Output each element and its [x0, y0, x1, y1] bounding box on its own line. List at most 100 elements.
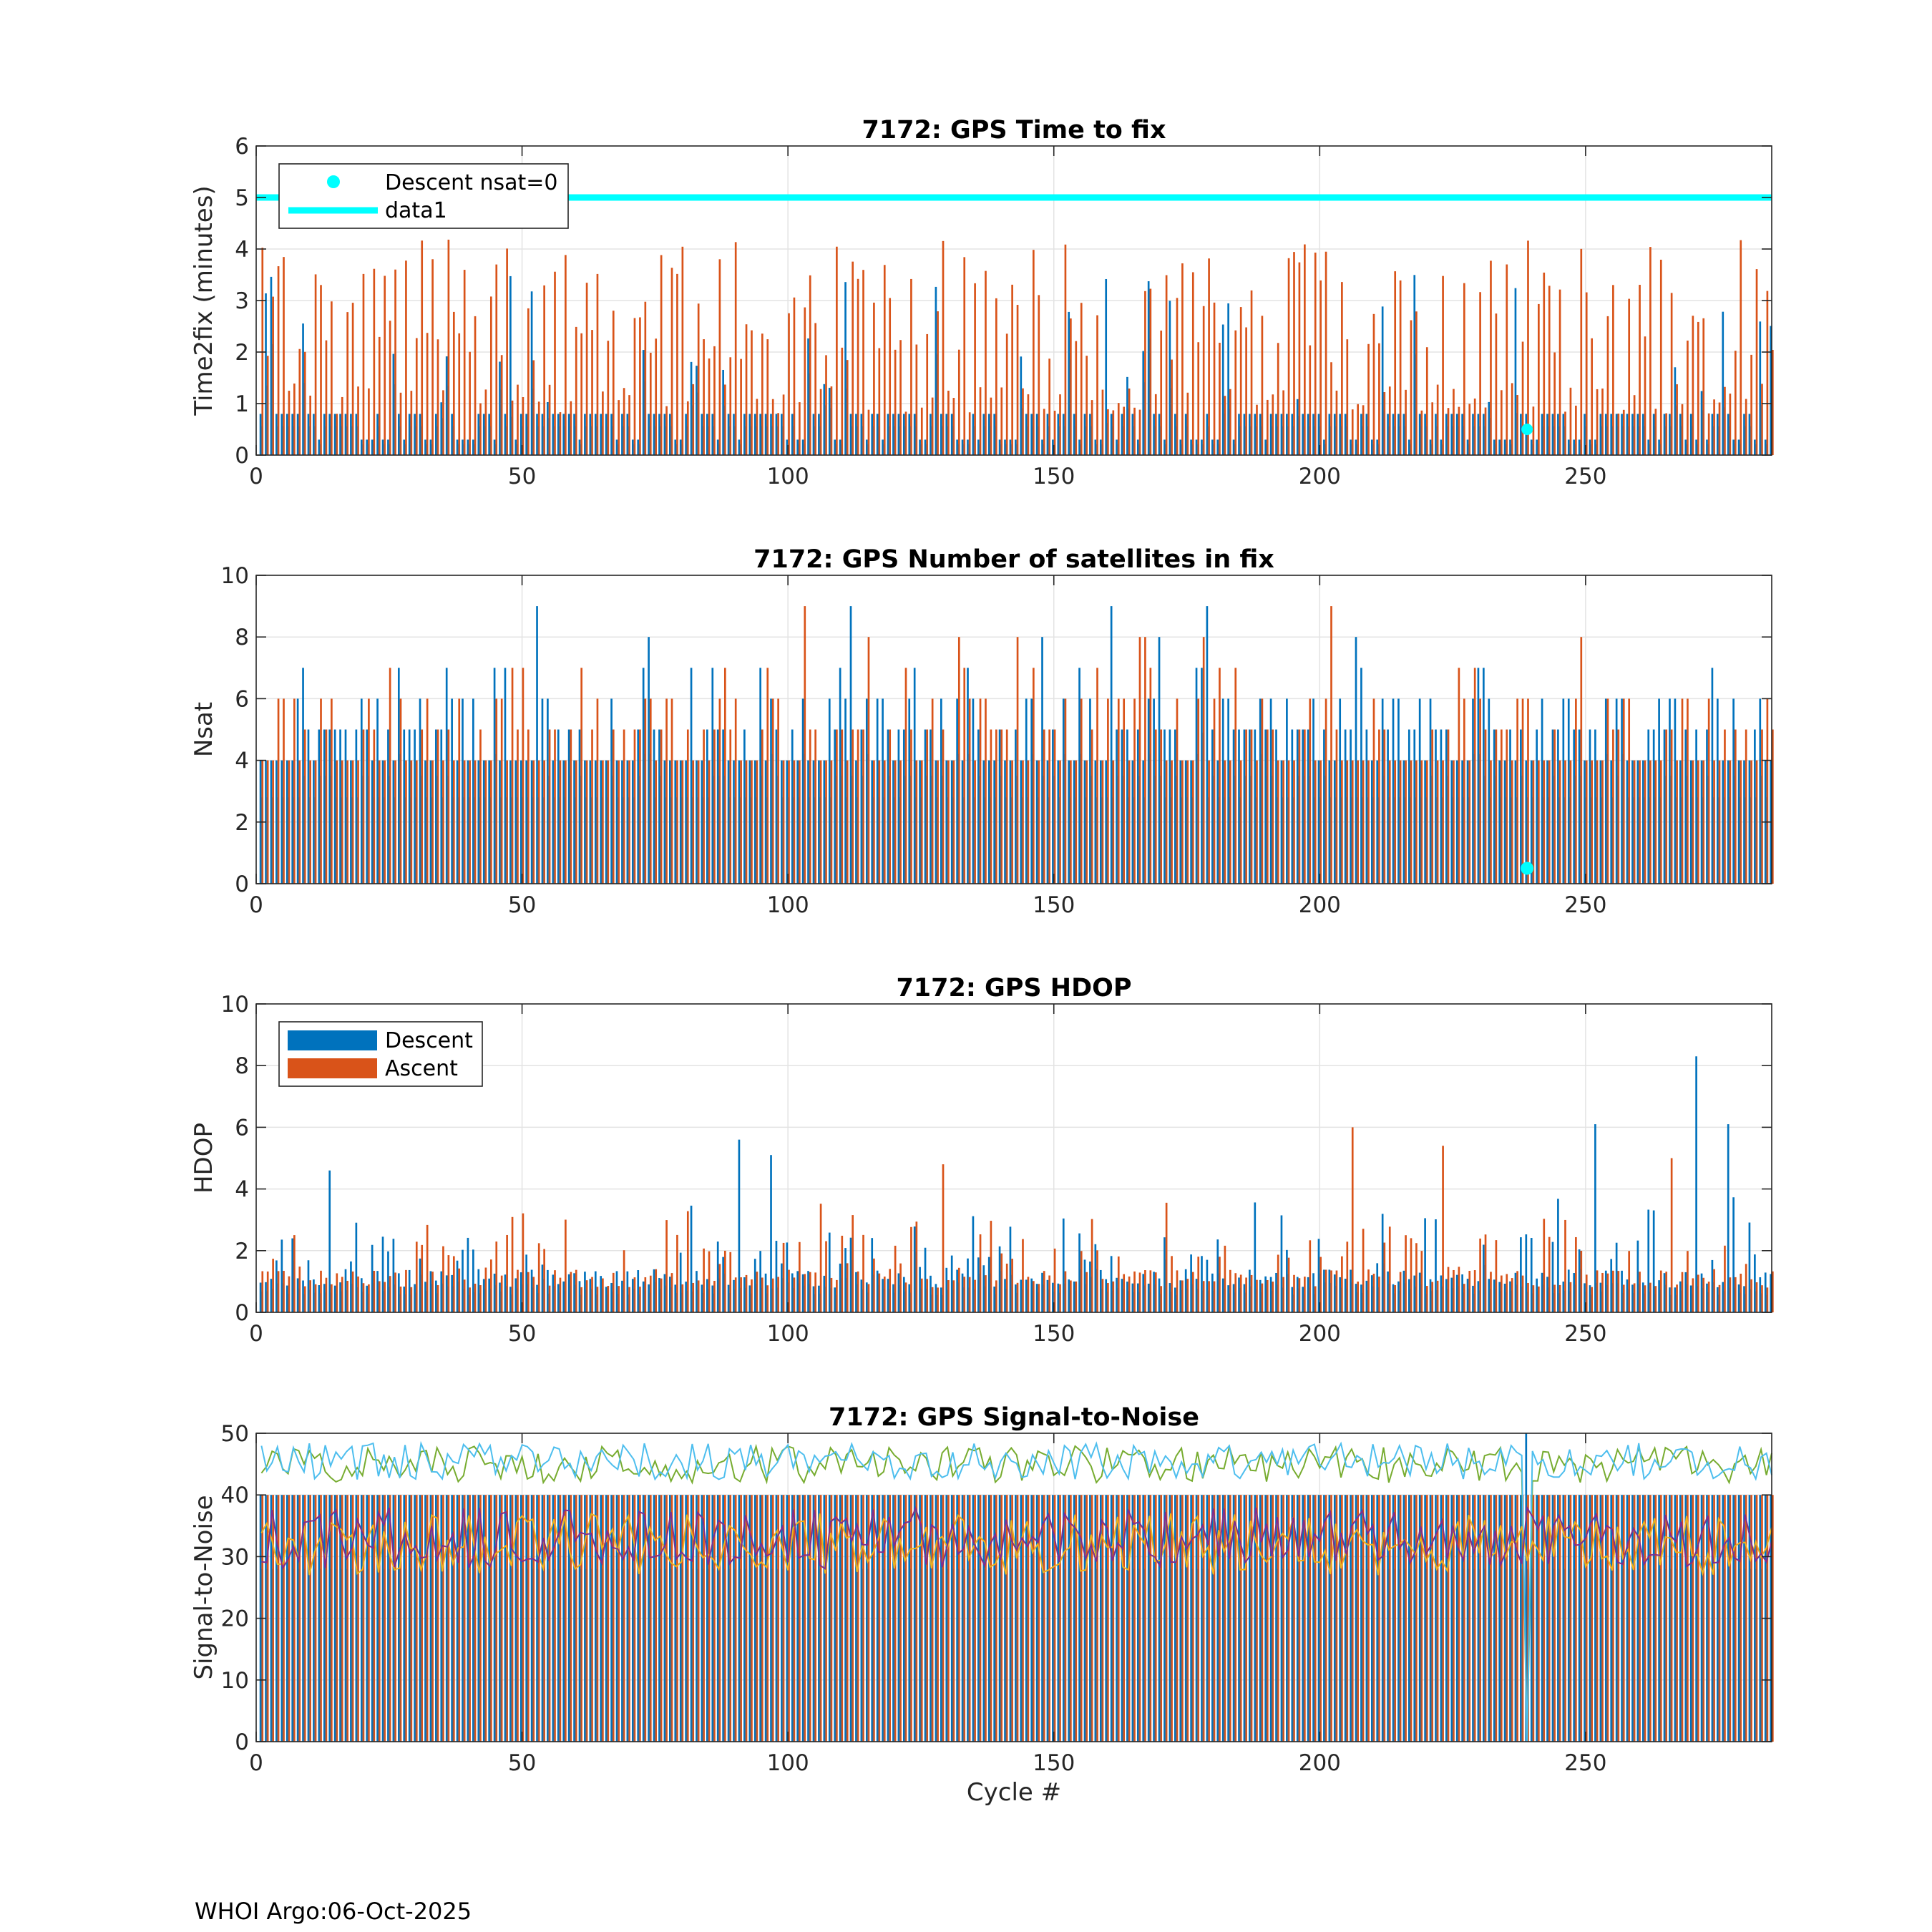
bar-overlap [1627, 1568, 1629, 1742]
bar-ascent [1740, 760, 1742, 884]
bar-overlap [399, 1568, 401, 1742]
bar-descent [1254, 1202, 1257, 1312]
bar-descent [1621, 698, 1623, 884]
bar-ascent [1070, 318, 1072, 455]
bar-ascent [1367, 343, 1370, 455]
bar-ascent [1575, 698, 1577, 884]
bar-ascent [500, 698, 503, 884]
bar-overlap [1335, 797, 1337, 884]
bar-ascent [1186, 392, 1189, 455]
bar-descent [344, 414, 347, 455]
bar-descent [1169, 1495, 1171, 1742]
bar-descent [1062, 698, 1065, 884]
bar-descent [472, 439, 474, 455]
bar-ascent [1219, 1495, 1221, 1742]
bar-descent [499, 760, 501, 884]
bar-overlap [1654, 1568, 1656, 1742]
bar-overlap [611, 776, 613, 884]
bar-ascent [665, 1220, 668, 1312]
bar-overlap [728, 1568, 731, 1742]
bar-descent [1227, 1495, 1229, 1742]
bar-overlap [1606, 753, 1608, 884]
bar-descent [967, 668, 969, 884]
bar-ascent [1495, 729, 1498, 884]
bar-ascent [1048, 358, 1050, 455]
bar-overlap [744, 1287, 746, 1312]
bar-descent [1764, 439, 1767, 455]
bar-ascent [554, 729, 556, 884]
bar-overlap [510, 797, 512, 884]
bar-ascent [1532, 760, 1535, 884]
bar-ascent [1697, 321, 1699, 455]
bar-ascent [495, 1495, 498, 1742]
bar-ascent [463, 1495, 466, 1742]
axes-frame [255, 1433, 1772, 1742]
bar-overlap [1473, 426, 1475, 455]
bar-descent [1062, 1495, 1065, 1742]
bar-ascent [1000, 1253, 1003, 1312]
bar-descent [1604, 698, 1607, 884]
bar-descent [1068, 1279, 1070, 1312]
bar-ascent [272, 1495, 274, 1742]
bar-descent [1429, 1279, 1432, 1312]
bar-ascent [788, 760, 790, 884]
bar-ascent [1425, 1495, 1428, 1742]
bar-ascent [756, 399, 758, 455]
bar-ascent [272, 296, 274, 455]
bar-descent [1503, 1495, 1506, 1742]
bar-descent [1631, 414, 1634, 455]
bar-ascent [1724, 1245, 1726, 1312]
bar-ascent [1128, 1495, 1131, 1742]
bar-descent [514, 1278, 517, 1312]
bar-ascent [341, 396, 343, 455]
bar-ascent [644, 1277, 647, 1312]
bar-overlap [1101, 444, 1103, 455]
bar-overlap [1526, 797, 1528, 884]
bar-overlap [340, 1291, 342, 1312]
bar-descent [307, 1260, 310, 1312]
bar-ascent [303, 729, 306, 884]
bar-ascent [591, 330, 593, 455]
bar-ascent [904, 411, 907, 455]
bar-descent [1695, 1056, 1697, 1312]
bar-overlap [1489, 1289, 1491, 1312]
bar-descent [1684, 1495, 1687, 1742]
bar-overlap [707, 1289, 709, 1312]
y-tick-label: 0 [235, 872, 249, 897]
bar-descent [648, 1284, 650, 1312]
bar-descent [1503, 1283, 1506, 1312]
bar-overlap [686, 797, 688, 884]
bar-ascent [1154, 1495, 1157, 1742]
bar-overlap [1537, 1294, 1538, 1312]
bar-overlap [1595, 1568, 1597, 1742]
bar-ascent [1357, 404, 1360, 455]
bar-ascent [1154, 729, 1157, 884]
bar-descent [668, 1277, 671, 1312]
bar-ascent [1091, 1495, 1093, 1742]
bar-overlap [547, 1293, 550, 1312]
bar-ascent [351, 1495, 354, 1742]
bar-overlap [819, 426, 821, 455]
bar-overlap [282, 1283, 284, 1312]
bar-ascent [1362, 760, 1365, 884]
bar-overlap [462, 444, 464, 455]
bar-overlap [1750, 797, 1752, 884]
bar-descent [977, 729, 980, 884]
bar-overlap [787, 1568, 789, 1742]
y-tick-label: 4 [235, 1177, 249, 1203]
bar-overlap [930, 776, 932, 884]
x-tick-label: 250 [1564, 1321, 1606, 1347]
bar-overlap [909, 1568, 912, 1742]
bar-ascent [351, 1271, 354, 1312]
bar-overlap [452, 426, 454, 455]
bar-descent [1126, 1282, 1128, 1312]
bar-ascent [1659, 259, 1662, 455]
bar-ascent [1229, 1269, 1231, 1312]
bar-ascent [607, 341, 610, 455]
bar-overlap [638, 776, 640, 884]
y-tick-label: 8 [235, 625, 249, 650]
bar-overlap [1223, 797, 1225, 884]
bar-descent [648, 637, 650, 884]
bar-overlap [462, 797, 464, 884]
